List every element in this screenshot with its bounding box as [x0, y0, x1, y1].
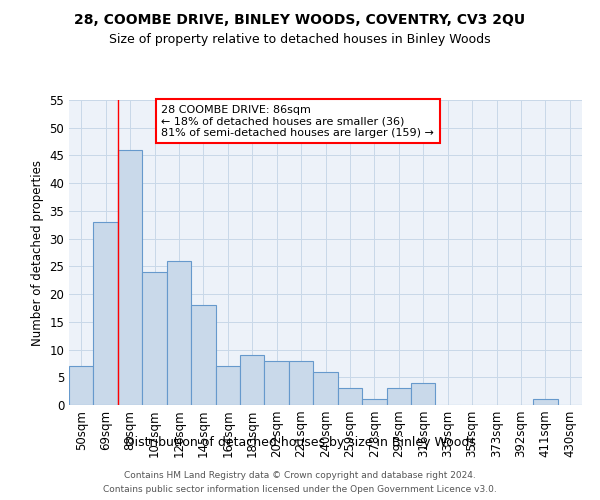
- Text: Contains HM Land Registry data © Crown copyright and database right 2024.: Contains HM Land Registry data © Crown c…: [124, 472, 476, 480]
- Bar: [240, 355, 265, 405]
- Text: Distribution of detached houses by size in Binley Woods: Distribution of detached houses by size …: [125, 436, 475, 449]
- Text: Contains public sector information licensed under the Open Government Licence v3: Contains public sector information licen…: [103, 484, 497, 494]
- Text: Size of property relative to detached houses in Binley Woods: Size of property relative to detached ho…: [109, 32, 491, 46]
- Bar: [313, 372, 338, 405]
- Bar: [265, 360, 289, 405]
- Bar: [338, 388, 362, 405]
- Bar: [69, 366, 94, 405]
- Bar: [191, 305, 215, 405]
- Bar: [118, 150, 142, 405]
- Bar: [94, 222, 118, 405]
- Bar: [215, 366, 240, 405]
- Bar: [362, 400, 386, 405]
- Bar: [533, 400, 557, 405]
- Text: 28, COOMBE DRIVE, BINLEY WOODS, COVENTRY, CV3 2QU: 28, COOMBE DRIVE, BINLEY WOODS, COVENTRY…: [74, 12, 526, 26]
- Bar: [289, 360, 313, 405]
- Bar: [167, 261, 191, 405]
- Bar: [142, 272, 167, 405]
- Bar: [411, 383, 436, 405]
- Bar: [386, 388, 411, 405]
- Y-axis label: Number of detached properties: Number of detached properties: [31, 160, 44, 346]
- Text: 28 COOMBE DRIVE: 86sqm
← 18% of detached houses are smaller (36)
81% of semi-det: 28 COOMBE DRIVE: 86sqm ← 18% of detached…: [161, 104, 434, 138]
